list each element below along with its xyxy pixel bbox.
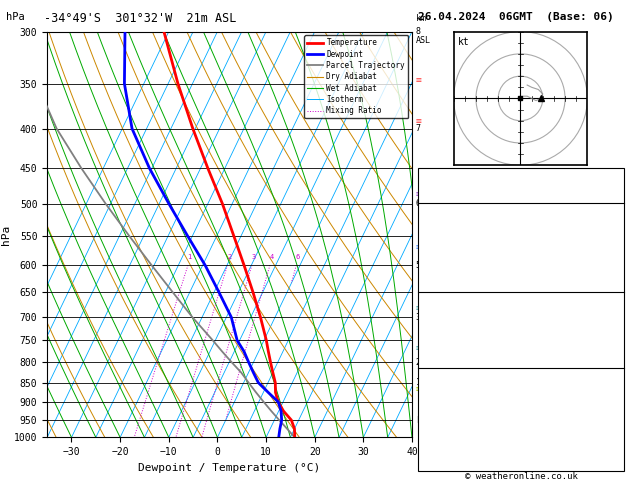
Y-axis label: hPa: hPa — [1, 225, 11, 244]
Text: 7: 7 — [416, 124, 421, 133]
Text: 5: 5 — [416, 260, 421, 270]
Text: SREH: SREH — [422, 399, 445, 409]
Text: LCL: LCL — [416, 416, 431, 425]
Text: 1: 1 — [187, 254, 192, 260]
Text: 313: 313 — [604, 247, 621, 258]
Text: 800: 800 — [604, 311, 621, 321]
Text: θᵉ(K): θᵉ(K) — [422, 247, 452, 258]
Text: 6: 6 — [416, 199, 421, 208]
Text: Hodograph: Hodograph — [494, 374, 548, 384]
Text: 6: 6 — [296, 254, 300, 260]
Text: 26.04.2024  06GMT  (Base: 06): 26.04.2024 06GMT (Base: 06) — [418, 12, 614, 22]
Text: 12.6: 12.6 — [598, 235, 621, 245]
Text: ASL: ASL — [416, 35, 431, 45]
Text: 44: 44 — [610, 184, 621, 194]
Text: 15.9: 15.9 — [598, 222, 621, 232]
Text: Totals Totals: Totals Totals — [422, 184, 498, 194]
Text: θᵉ (K): θᵉ (K) — [422, 323, 457, 333]
Text: ≡: ≡ — [415, 116, 421, 126]
Text: 25: 25 — [610, 425, 621, 434]
Text: 3: 3 — [252, 254, 256, 260]
Text: 3: 3 — [416, 312, 421, 322]
Text: 1: 1 — [416, 378, 421, 387]
Legend: Temperature, Dewpoint, Parcel Trajectory, Dry Adiabat, Wet Adiabat, Isotherm, Mi: Temperature, Dewpoint, Parcel Trajectory… — [304, 35, 408, 118]
Text: PW (cm): PW (cm) — [422, 197, 463, 207]
Text: 2: 2 — [227, 254, 231, 260]
Text: StmDir: StmDir — [422, 412, 457, 422]
Text: 0: 0 — [616, 273, 621, 283]
Text: 4: 4 — [269, 254, 274, 260]
Text: 0: 0 — [616, 285, 621, 295]
Text: Dewp (°C): Dewp (°C) — [422, 235, 475, 245]
Text: 32: 32 — [610, 172, 621, 181]
Text: hPa: hPa — [6, 12, 25, 22]
Text: EH: EH — [422, 387, 434, 397]
Text: kt: kt — [458, 37, 469, 47]
Text: ≡: ≡ — [415, 384, 421, 394]
Text: 8: 8 — [416, 27, 421, 36]
Text: Pressure (mb): Pressure (mb) — [422, 311, 498, 321]
Text: ≡: ≡ — [415, 189, 421, 199]
Text: ≡: ≡ — [415, 303, 421, 312]
Text: CIN (J): CIN (J) — [422, 285, 463, 295]
Text: © weatheronline.co.uk: © weatheronline.co.uk — [465, 472, 577, 481]
Text: CIN (J): CIN (J) — [422, 361, 463, 371]
Text: Mixing Ratio (g/kg): Mixing Ratio (g/kg) — [436, 187, 445, 282]
Text: 10: 10 — [610, 260, 621, 270]
Text: Surface: Surface — [501, 209, 542, 220]
Text: ≡: ≡ — [415, 343, 421, 353]
Text: 333: 333 — [604, 323, 621, 333]
Text: CAPE (J): CAPE (J) — [422, 348, 469, 359]
Text: ≡: ≡ — [415, 75, 421, 85]
Text: -182: -182 — [598, 387, 621, 397]
Text: Temp (°C): Temp (°C) — [422, 222, 475, 232]
Text: 193: 193 — [604, 348, 621, 359]
Text: 3.36: 3.36 — [598, 197, 621, 207]
X-axis label: Dewpoint / Temperature (°C): Dewpoint / Temperature (°C) — [138, 463, 321, 473]
Text: -123: -123 — [598, 399, 621, 409]
Text: 9: 9 — [616, 361, 621, 371]
Text: ≡: ≡ — [415, 242, 421, 252]
Text: Lifted Index: Lifted Index — [422, 336, 493, 346]
Text: 2: 2 — [416, 358, 421, 367]
Text: K: K — [422, 172, 428, 181]
Text: StmSpd (kt): StmSpd (kt) — [422, 425, 487, 434]
Text: Most Unstable: Most Unstable — [483, 298, 559, 308]
Text: CAPE (J): CAPE (J) — [422, 273, 469, 283]
Text: -2: -2 — [610, 336, 621, 346]
Text: 309°: 309° — [598, 412, 621, 422]
Text: -34°49'S  301°32'W  21m ASL: -34°49'S 301°32'W 21m ASL — [44, 12, 237, 25]
Text: Lifted Index: Lifted Index — [422, 260, 493, 270]
Text: km: km — [416, 15, 426, 23]
